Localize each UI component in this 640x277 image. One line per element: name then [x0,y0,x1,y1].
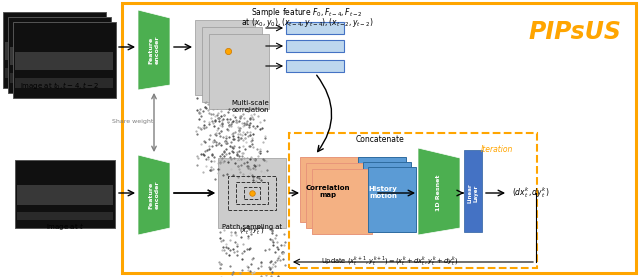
Text: $(x_t^k, y_t^k)$: $(x_t^k, y_t^k)$ [239,224,265,237]
FancyBboxPatch shape [8,17,111,93]
Text: Share weight: Share weight [112,119,154,124]
FancyBboxPatch shape [10,73,108,83]
Text: Correlation
map: Correlation map [306,186,350,199]
FancyBboxPatch shape [306,163,366,228]
FancyBboxPatch shape [286,60,344,72]
Text: at $(x_0,y_0),(x_{t-4},y_{t-4}),(x_{t-2},y_{t-2})$: at $(x_0,y_0),(x_{t-4},y_{t-4}),(x_{t-2}… [241,16,373,29]
Text: Image at $t$: Image at $t$ [46,221,84,232]
Polygon shape [138,155,170,235]
Polygon shape [138,10,170,90]
FancyBboxPatch shape [15,78,113,88]
FancyBboxPatch shape [17,185,113,205]
Text: $(dx_t^k, dy_t^k)$: $(dx_t^k, dy_t^k)$ [512,186,549,201]
FancyBboxPatch shape [286,22,344,34]
FancyBboxPatch shape [10,47,108,65]
FancyBboxPatch shape [368,167,416,232]
FancyBboxPatch shape [5,42,103,60]
Text: Multi-scale
correlation: Multi-scale correlation [231,100,269,113]
Text: Patch sampling at: Patch sampling at [222,224,282,230]
FancyBboxPatch shape [300,157,360,222]
FancyBboxPatch shape [195,20,255,95]
Text: 1D Resnet: 1D Resnet [436,175,442,211]
Text: Concatenate: Concatenate [356,135,404,144]
FancyBboxPatch shape [358,157,406,222]
Text: Linear
Layer: Linear Layer [468,183,479,203]
FancyBboxPatch shape [13,22,116,98]
Text: Update $(x_t^{k+1},y_t^{k+1})=(x_t^k+dx_t^k,y_t^k+dy_t^k)$: Update $(x_t^{k+1},y_t^{k+1})=(x_t^k+dx_… [321,255,459,268]
Text: PIPsUS: PIPsUS [529,20,621,44]
FancyBboxPatch shape [286,40,344,52]
FancyBboxPatch shape [209,34,269,109]
Text: Image at $t_0, t-4, t-2$: Image at $t_0, t-4, t-2$ [20,81,100,92]
Text: Iteration: Iteration [481,145,513,154]
FancyBboxPatch shape [218,158,286,228]
Text: Feature
encoder: Feature encoder [148,36,159,64]
Text: Feature
encoder: Feature encoder [148,181,159,209]
FancyBboxPatch shape [363,162,411,227]
FancyBboxPatch shape [15,52,113,70]
FancyBboxPatch shape [312,169,372,234]
FancyBboxPatch shape [464,150,482,232]
FancyBboxPatch shape [122,3,636,273]
Text: History
motion: History motion [369,186,397,199]
FancyBboxPatch shape [202,27,262,102]
FancyBboxPatch shape [15,160,115,228]
FancyBboxPatch shape [5,68,103,78]
FancyBboxPatch shape [3,12,106,88]
FancyBboxPatch shape [17,212,113,220]
Text: Sample feature $F_0, F_{t-4}, F_{t-2}$: Sample feature $F_0, F_{t-4}, F_{t-2}$ [252,6,363,19]
Polygon shape [418,148,460,235]
